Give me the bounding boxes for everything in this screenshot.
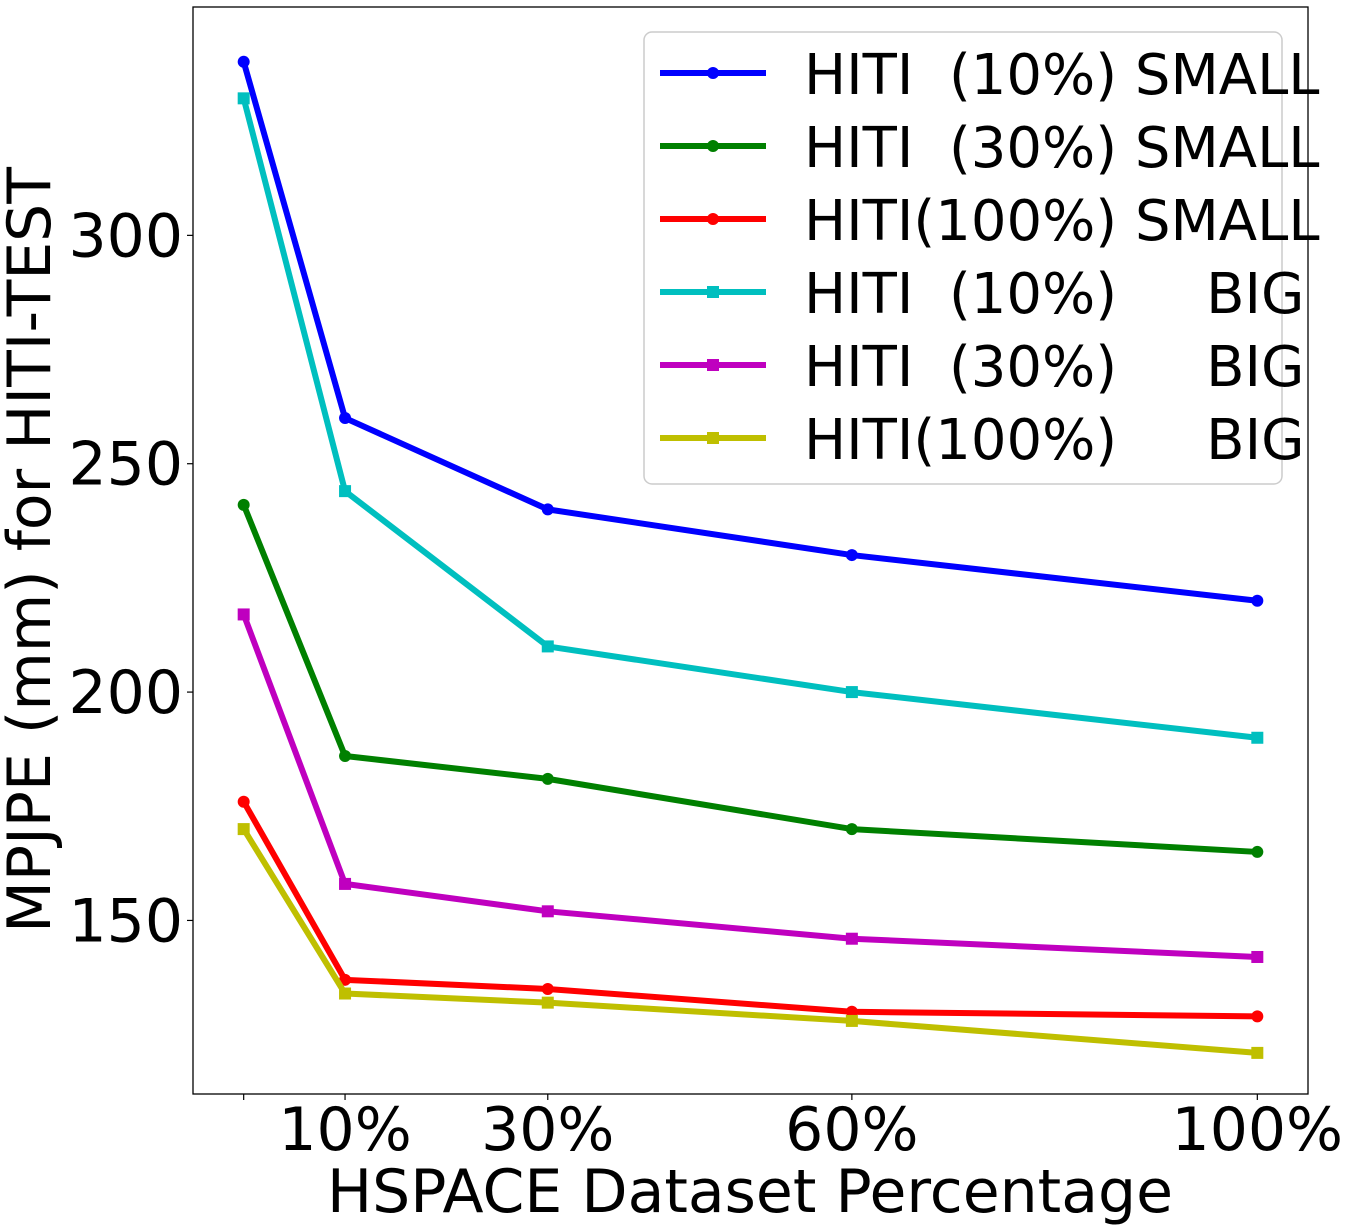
data-point (237, 498, 250, 511)
y-tick-label: 300 (68, 201, 183, 271)
x-axis: 10% 30% 60% 100% (243, 1094, 1344, 1165)
legend-item: HITI (30%) BIG (660, 335, 1304, 400)
legend-label: HITI (10%) BIG (804, 262, 1304, 327)
series-6 (237, 823, 1264, 1059)
legend-label: HITI(100%) BIG (804, 408, 1304, 473)
data-point (1251, 845, 1264, 858)
data-point (237, 92, 250, 105)
data-point (541, 640, 554, 653)
legend-marker (707, 67, 719, 79)
legend-box (643, 31, 1283, 485)
legend-marker (707, 286, 719, 298)
x-tick-label: 100% (1172, 1095, 1344, 1165)
data-point (237, 795, 250, 808)
data-point (339, 750, 352, 763)
y-tick-label: 250 (68, 430, 183, 500)
data-point (541, 905, 554, 918)
legend-item: HITI (10%) SMALL (660, 43, 1319, 108)
y-tick-label: 150 (68, 886, 183, 956)
data-point (1251, 731, 1264, 744)
data-point (1251, 594, 1264, 607)
legend-item: HITI(100%) BIG (660, 408, 1304, 473)
y-tick-label: 200 (68, 658, 183, 728)
data-point (845, 932, 858, 945)
data-point (845, 1014, 858, 1027)
data-point (541, 982, 554, 995)
data-point (541, 996, 554, 1009)
y-axis-label: MPJPE (mm) for HITI-TEST (0, 167, 65, 933)
legend-marker (707, 432, 719, 444)
series-line (241, 800, 1258, 1020)
series-5 (237, 608, 1264, 963)
series-4 (237, 92, 1264, 744)
data-point (1251, 1010, 1264, 1023)
data-point (541, 772, 554, 785)
data-point (1251, 1046, 1264, 1059)
legend-label: HITI(100%) SMALL (804, 189, 1320, 254)
legend-item: HITI (10%) BIG (660, 262, 1304, 327)
series-1 (237, 55, 1264, 607)
x-axis-label: HSPACE Dataset Percentage (327, 1157, 1173, 1227)
data-point (237, 608, 250, 621)
legend-item: HITI (30%) SMALL (660, 116, 1319, 181)
data-point (339, 877, 352, 890)
data-point (845, 549, 858, 562)
legend-marker (707, 359, 719, 371)
legend-marker (707, 140, 719, 152)
data-point (237, 55, 250, 68)
data-point (339, 485, 352, 498)
data-point (541, 503, 554, 516)
series-2 (237, 498, 1264, 858)
x-tick-label: 30% (481, 1095, 614, 1165)
data-point (1251, 950, 1264, 963)
data-point (339, 412, 352, 425)
series-line (240, 613, 1258, 960)
plot-frame (192, 6, 1309, 1095)
data-point (845, 823, 858, 836)
data-point (845, 686, 858, 699)
series-layer (237, 55, 1264, 1059)
series-3 (237, 795, 1264, 1023)
legend-marker (707, 213, 719, 225)
legend-label: HITI (30%) SMALL (804, 116, 1319, 181)
x-tick-label: 10% (278, 1095, 411, 1165)
series-line (241, 827, 1258, 1056)
data-point (339, 987, 352, 1000)
legend-label: HITI (10%) SMALL (804, 43, 1319, 108)
data-point (237, 823, 250, 836)
data-point (845, 1005, 858, 1018)
data-point (339, 973, 352, 986)
legend-label: HITI (30%) BIG (804, 335, 1304, 400)
x-tick-label: 60% (785, 1095, 918, 1165)
y-axis: 150 200 250 300 (68, 201, 193, 956)
legend: HITI (10%) SMALL HITI (30%) SMALL HITI(100… (643, 31, 1320, 485)
legend-item: HITI(100%) SMALL (660, 189, 1320, 254)
